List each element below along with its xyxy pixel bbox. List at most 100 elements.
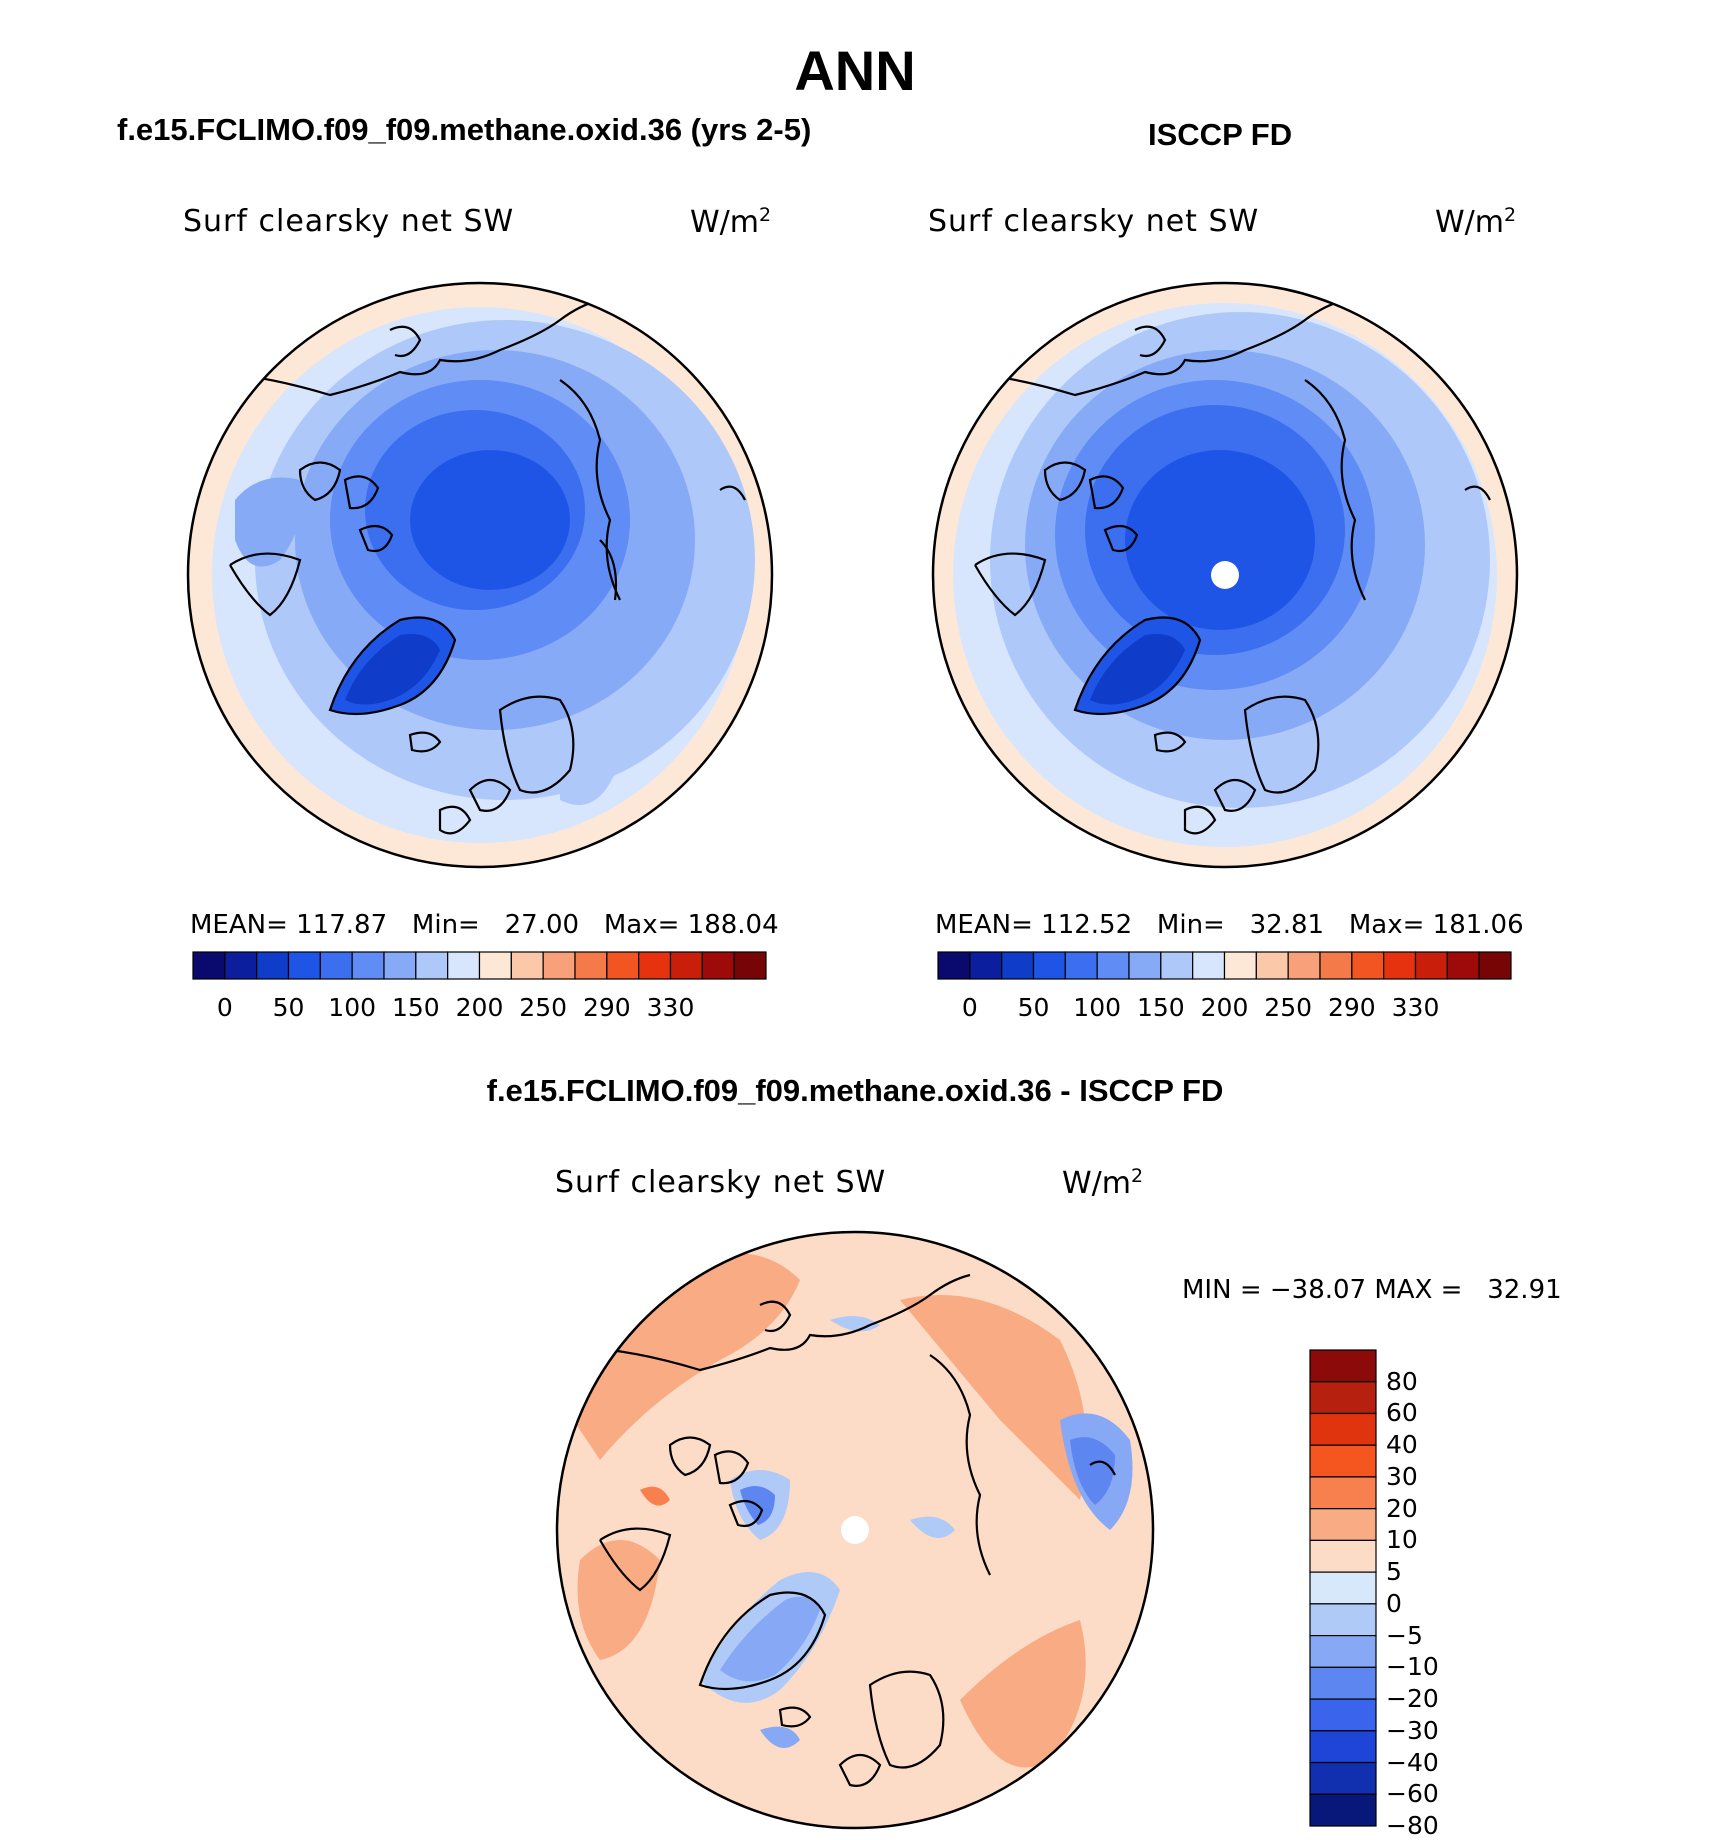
colorbar-diff-swatch bbox=[1309, 1634, 1377, 1668]
colorbar-diff-tick-label: 80 bbox=[1386, 1366, 1418, 1396]
colorbar-obs-swatch bbox=[1255, 951, 1289, 980]
colorbar-diff-tick-label: 60 bbox=[1386, 1398, 1418, 1428]
colorbar-obs-swatch bbox=[1351, 951, 1385, 980]
map-diff-border bbox=[555, 1230, 1155, 1830]
colorbar-obs-tick-label: 150 bbox=[1136, 993, 1185, 1022]
map-obs-coastlines bbox=[974, 298, 1491, 835]
colorbar-obs-tick-label: 0 bbox=[961, 993, 978, 1022]
colorbar-model-swatch bbox=[606, 951, 640, 980]
colorbar-obs-swatch bbox=[1478, 951, 1512, 980]
colorbar-obs-swatch bbox=[1128, 951, 1162, 980]
colorbar-obs-swatch bbox=[1160, 951, 1194, 980]
colorbar-obs-swatch bbox=[969, 951, 1003, 980]
colorbar-diff-swatch bbox=[1309, 1539, 1377, 1573]
colorbar-model-swatch bbox=[351, 951, 385, 980]
colorbar-model-tick-label: 100 bbox=[328, 993, 377, 1022]
colorbar-diff-tick-label: 0 bbox=[1386, 1588, 1402, 1618]
colorbar-obs-swatch bbox=[1032, 951, 1066, 980]
colorbar-obs-swatch bbox=[1192, 951, 1226, 980]
colorbar-diff-tick-label: 20 bbox=[1386, 1493, 1418, 1523]
colorbar-diff-swatch bbox=[1309, 1666, 1377, 1700]
map-model-border bbox=[186, 281, 774, 869]
colorbar-model-swatch bbox=[383, 951, 417, 980]
map-obs bbox=[933, 283, 1517, 867]
colorbar-model-swatch bbox=[733, 951, 767, 980]
map-model bbox=[188, 283, 772, 867]
panel1-subtitle: f.e15.FCLIMO.f09_f09.methane.oxid.36 (yr… bbox=[117, 112, 812, 147]
colorbar-obs-swatch bbox=[1223, 951, 1257, 980]
colorbar-obs-tick-label: 250 bbox=[1264, 993, 1313, 1022]
colorbar-diff-swatch bbox=[1309, 1603, 1377, 1637]
colorbar-diff-swatch bbox=[1309, 1793, 1377, 1827]
diff-subtitle: f.e15.FCLIMO.f09_f09.methane.oxid.36 - I… bbox=[486, 1073, 1224, 1108]
map-diff-coastlines bbox=[599, 1273, 1116, 1787]
colorbar-model-swatch bbox=[510, 951, 544, 980]
colorbar-model-tick-label: 0 bbox=[216, 993, 233, 1022]
colorbar-model-swatch bbox=[447, 951, 481, 980]
colorbar-diff-tick-label: 30 bbox=[1386, 1461, 1418, 1491]
colorbar-diff-swatch bbox=[1309, 1381, 1377, 1415]
colorbar-obs-swatch bbox=[1446, 951, 1480, 980]
panel2-variable: Surf clearsky net SW bbox=[928, 204, 1260, 239]
colorbar-diff-tick-label: −10 bbox=[1386, 1652, 1439, 1682]
diff-stats: MIN = −38.07 MAX = 32.91 bbox=[1182, 1275, 1562, 1305]
map-diff bbox=[557, 1232, 1153, 1828]
colorbar-diff-swatch bbox=[1309, 1476, 1377, 1510]
colorbar-model-tick-label: 330 bbox=[646, 993, 695, 1022]
colorbar-diff-swatch bbox=[1309, 1444, 1377, 1478]
colorbar-diff-tick-label: 10 bbox=[1386, 1525, 1418, 1555]
colorbar-diff-tick-label: −20 bbox=[1386, 1684, 1439, 1714]
colorbar-model-swatch bbox=[224, 951, 258, 980]
colorbar-diff-tick-label: −30 bbox=[1386, 1715, 1439, 1745]
colorbar-diff bbox=[1309, 1349, 1377, 1827]
colorbar-obs-swatch bbox=[1414, 951, 1448, 980]
panel2-subtitle: ISCCP FD bbox=[1148, 117, 1293, 152]
colorbar-diff-tick-label: −40 bbox=[1386, 1747, 1439, 1777]
colorbar-obs-swatch bbox=[1319, 951, 1353, 980]
panel2-units: W/m2 bbox=[1435, 204, 1517, 240]
colorbar-model-swatch bbox=[287, 951, 321, 980]
colorbar-model-swatch bbox=[256, 951, 290, 980]
colorbar-obs-swatch bbox=[1383, 951, 1417, 980]
colorbar-obs-tick-label: 330 bbox=[1391, 993, 1440, 1022]
colorbar-obs-swatch bbox=[1287, 951, 1321, 980]
panel1-variable: Surf clearsky net SW bbox=[183, 204, 515, 239]
colorbar-model-swatch bbox=[542, 951, 576, 980]
colorbar-obs-swatch bbox=[1064, 951, 1098, 980]
colorbar-diff-tick-label: −80 bbox=[1386, 1811, 1439, 1840]
colorbar-obs-tick-label: 200 bbox=[1200, 993, 1249, 1022]
colorbar-model-swatch bbox=[669, 951, 703, 980]
colorbar-obs-swatch bbox=[1096, 951, 1130, 980]
colorbar-model-tick-label: 50 bbox=[272, 993, 305, 1022]
colorbar-obs-swatch bbox=[937, 951, 971, 980]
diff-variable: Surf clearsky net SW bbox=[555, 1165, 887, 1200]
colorbar-model-swatch bbox=[574, 951, 608, 980]
map-model-coastlines bbox=[229, 298, 746, 835]
colorbar-diff-tick-label: 5 bbox=[1386, 1557, 1402, 1587]
colorbar-model-tick-label: 200 bbox=[455, 993, 504, 1022]
colorbar-obs-tick-label: 100 bbox=[1073, 993, 1122, 1022]
map-obs-border bbox=[931, 281, 1519, 869]
colorbar-obs-swatch bbox=[1001, 951, 1035, 980]
colorbar-obs-tick-label: 290 bbox=[1327, 993, 1376, 1022]
colorbar-diff-swatch bbox=[1309, 1730, 1377, 1764]
panel2-stats: MEAN= 112.52 Min= 32.81 Max= 181.06 bbox=[935, 910, 1524, 940]
colorbar-diff-tick-label: −5 bbox=[1386, 1620, 1423, 1650]
colorbar-diff-swatch bbox=[1309, 1412, 1377, 1446]
colorbar-model-tick-label: 150 bbox=[391, 993, 440, 1022]
colorbar-model-swatch bbox=[415, 951, 449, 980]
colorbar-diff-swatch bbox=[1309, 1698, 1377, 1732]
colorbar-obs-tick-label: 50 bbox=[1017, 993, 1050, 1022]
panel1-stats: MEAN= 117.87 Min= 27.00 Max= 188.04 bbox=[190, 910, 779, 940]
colorbar-diff-swatch bbox=[1309, 1508, 1377, 1541]
diff-units: W/m2 bbox=[1062, 1165, 1144, 1201]
figure-title: ANN bbox=[794, 39, 916, 102]
colorbar-model-swatch bbox=[478, 951, 512, 980]
colorbar-model-swatch bbox=[701, 951, 735, 980]
colorbar-model-tick-label: 290 bbox=[582, 993, 631, 1022]
colorbar-model bbox=[192, 951, 767, 980]
colorbar-model-swatch bbox=[638, 951, 672, 980]
colorbar-model-swatch bbox=[319, 951, 353, 980]
colorbar-model-swatch bbox=[192, 951, 226, 980]
